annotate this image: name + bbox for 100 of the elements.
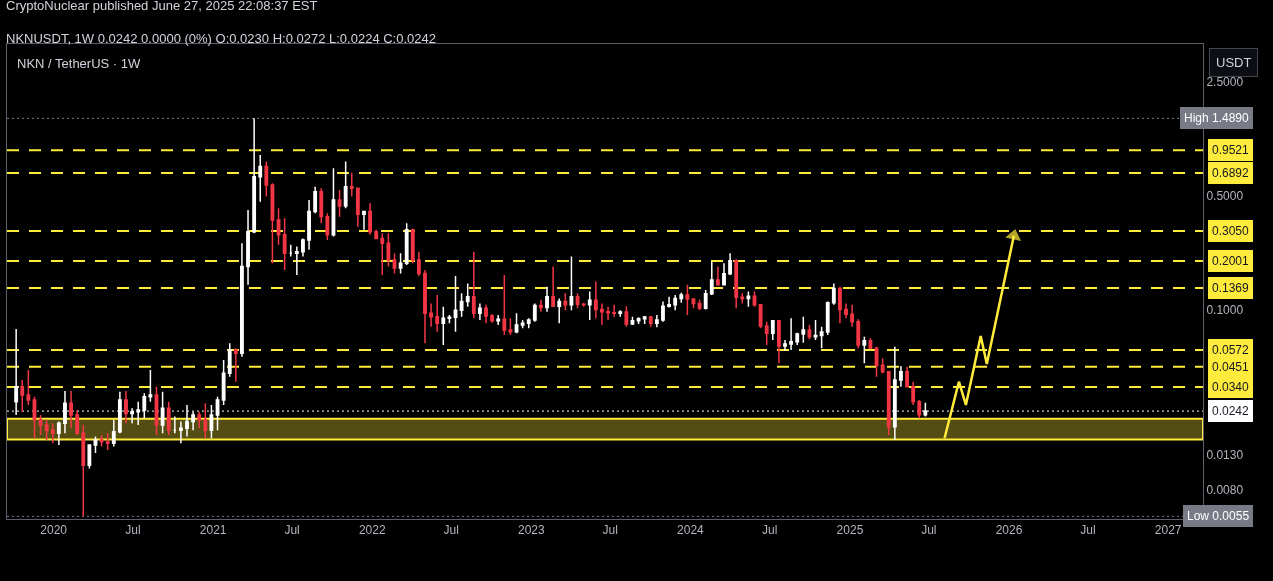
candlestick (227, 342, 232, 378)
y-tick-label: 0.0080 (1206, 482, 1244, 497)
candlestick (697, 298, 702, 312)
candlestick (520, 319, 525, 330)
candlestick (398, 252, 403, 275)
x-tick-label: Jul (125, 523, 141, 538)
ref-line-label: Low 0.0055 (1187, 509, 1250, 523)
candlestick (288, 244, 293, 258)
candlestick (374, 229, 379, 240)
ref-line-label: 0.0572 (1212, 343, 1250, 357)
candlestick (477, 302, 482, 321)
candlestick (429, 302, 434, 328)
candlestick (307, 199, 311, 251)
annotation: NKN / TetherUS · 1W (17, 56, 142, 71)
candlestick (423, 269, 427, 345)
candlestick (246, 209, 250, 286)
candlestick (87, 444, 92, 470)
candlestick (673, 294, 678, 312)
ref-line-label: 0.9521 (1212, 143, 1250, 157)
candlestick (667, 295, 671, 309)
candlestick (618, 309, 623, 318)
candlestick (410, 227, 415, 264)
candlestick (282, 217, 287, 271)
candlestick (526, 317, 531, 330)
candlestick (606, 306, 610, 321)
candlestick (416, 250, 421, 277)
candlestick (557, 297, 562, 324)
candlestick (703, 289, 708, 311)
y-tick-label: 2.5000 (1206, 74, 1244, 89)
candlestick (746, 290, 751, 308)
candlestick (99, 434, 104, 448)
candlestick (319, 187, 324, 225)
candlestick (313, 185, 318, 214)
candlestick (862, 335, 867, 365)
candlestick (294, 245, 299, 276)
y-tick-label: 0.0130 (1206, 448, 1244, 463)
candlestick (624, 305, 629, 328)
candlestick (856, 318, 861, 349)
candlestick (124, 390, 128, 424)
ref-line-label: 0.6892 (1212, 166, 1250, 180)
candlestick (233, 347, 238, 383)
candlestick (44, 419, 49, 441)
candlestick (453, 275, 458, 333)
candlestick (471, 250, 476, 319)
x-tick-label: 2022 (358, 523, 386, 538)
candlestick (490, 313, 495, 324)
candlestick (459, 292, 464, 318)
candlestick (783, 339, 787, 352)
candlestick (770, 319, 775, 341)
candlestick (81, 424, 86, 518)
candlestick (911, 380, 916, 406)
ref-line-label: 0.1369 (1212, 281, 1250, 295)
candlestick (740, 292, 745, 305)
x-tick-label: Jul (602, 523, 618, 538)
candlestick (532, 302, 537, 323)
y-tick-label: 0.5000 (1206, 189, 1244, 204)
ref-line-label: 0.0340 (1212, 380, 1250, 394)
candlestick (899, 365, 903, 388)
candlestick (93, 435, 98, 454)
candlestick (734, 258, 739, 309)
candlestick (368, 202, 372, 236)
candlestick (612, 304, 617, 318)
candlestick (166, 401, 171, 436)
candlestick (880, 357, 885, 375)
candlestick (362, 210, 366, 231)
x-tick-label: Jul (921, 523, 937, 538)
candlestick (600, 302, 604, 326)
candlestick (905, 365, 909, 389)
candlestick (105, 432, 110, 451)
x-tick-label: Jul (443, 523, 459, 538)
candlestick (728, 252, 733, 276)
candlestick (301, 237, 305, 258)
candlestick (679, 291, 684, 304)
candlestick (838, 286, 842, 324)
chart-subtitle: NKNUSDT, 1W 0.0242 0.0000 (0%) O:0.0230 H:0.0272 L:0.0224 C:0.0242 (6, 31, 436, 46)
candlestick (502, 274, 507, 336)
candlestick (160, 390, 165, 435)
candlestick (337, 189, 342, 218)
x-tick-label: 2023 (517, 523, 546, 538)
candlestick (642, 315, 647, 325)
candlestick (587, 290, 592, 321)
candlestick (447, 314, 452, 324)
x-tick-label: 2021 (199, 523, 227, 538)
candlestick (825, 300, 830, 336)
candlestick (551, 265, 556, 308)
x-tick-label: Jul (762, 523, 778, 538)
candlestick (136, 401, 141, 426)
candlestick (355, 187, 360, 228)
x-tick-label: Jul (284, 523, 300, 538)
candlestick (380, 232, 385, 276)
candlestick (789, 317, 794, 351)
candlestick (539, 298, 543, 313)
candlestick (563, 292, 568, 312)
candlestick (203, 402, 208, 440)
candlestick (807, 324, 812, 341)
candlestick (819, 325, 824, 349)
candlestick (844, 302, 848, 319)
ref-line-label: 0.0451 (1212, 360, 1250, 374)
candlestick (221, 359, 226, 406)
ref-line-label: High 1.4890 (1184, 111, 1250, 125)
